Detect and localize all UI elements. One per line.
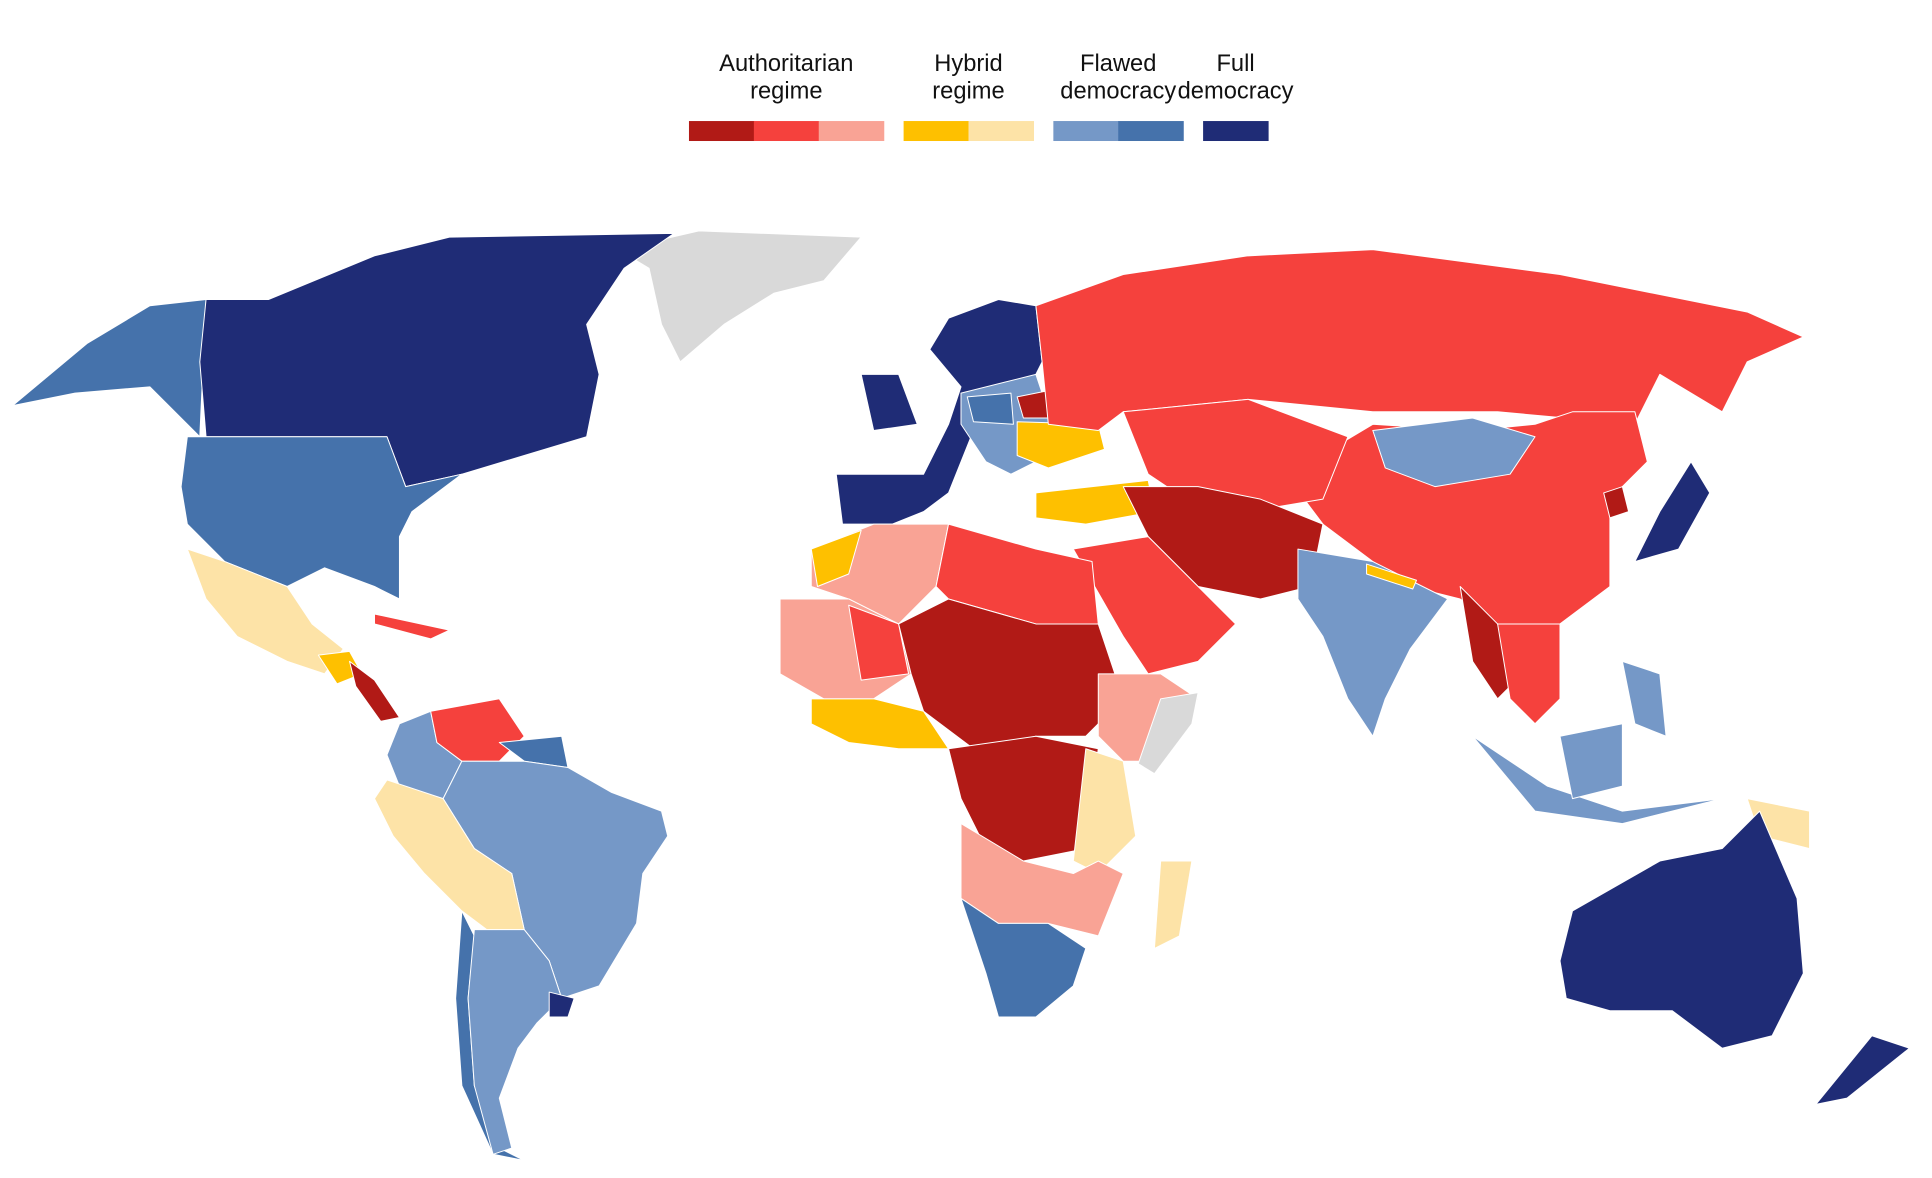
- legend-label: Full: [1216, 51, 1254, 77]
- region: [898, 598, 1124, 750]
- legend-swatch: [753, 121, 820, 142]
- legend-swatch: [1118, 121, 1184, 142]
- region: [948, 735, 1099, 862]
- region: [810, 698, 950, 750]
- legend-label: Hybrid: [934, 51, 1002, 77]
- world-map: [12, 230, 1910, 1162]
- region: [1559, 810, 1804, 1049]
- legend-swatch: [1053, 121, 1119, 142]
- region: [960, 897, 1087, 1018]
- legend-label: Flawed: [1080, 51, 1156, 77]
- region: [1621, 660, 1667, 737]
- region: [374, 613, 450, 640]
- legend-label: Authoritarian: [719, 51, 853, 77]
- region: [1035, 479, 1155, 525]
- region: [848, 604, 910, 681]
- legend-label: democracy: [1178, 79, 1294, 105]
- region: [1634, 461, 1711, 563]
- legend-swatch: [968, 121, 1035, 142]
- legend-label: democracy: [1060, 79, 1176, 105]
- legend-label: regime: [932, 79, 1004, 105]
- region: [1072, 536, 1237, 675]
- region: [1815, 1035, 1910, 1105]
- region: [1366, 563, 1417, 590]
- region: [1603, 486, 1630, 519]
- region: [1559, 723, 1623, 800]
- region: [617, 230, 862, 363]
- region: [467, 929, 563, 1155]
- region: [966, 392, 1014, 425]
- legend-swatch: [1203, 121, 1269, 142]
- legend-label: regime: [750, 79, 822, 105]
- legend-swatch: [903, 121, 970, 142]
- region: [180, 436, 463, 600]
- region: [1122, 398, 1349, 513]
- region: [1472, 735, 1723, 825]
- region: [1153, 860, 1193, 949]
- region: [1137, 692, 1199, 775]
- region: [1284, 411, 1648, 625]
- region: [1072, 748, 1137, 875]
- region: [1497, 623, 1561, 725]
- region: [1035, 249, 1804, 432]
- region: [810, 529, 862, 588]
- region: [1372, 417, 1536, 488]
- legend-swatch: [818, 121, 885, 142]
- region: [548, 991, 575, 1018]
- region: [349, 660, 400, 722]
- legend-swatch: [688, 121, 755, 142]
- legend: AuthoritarianregimeHybridregimeFlaweddem…: [688, 51, 1294, 142]
- region: [860, 373, 918, 432]
- region: [12, 298, 207, 438]
